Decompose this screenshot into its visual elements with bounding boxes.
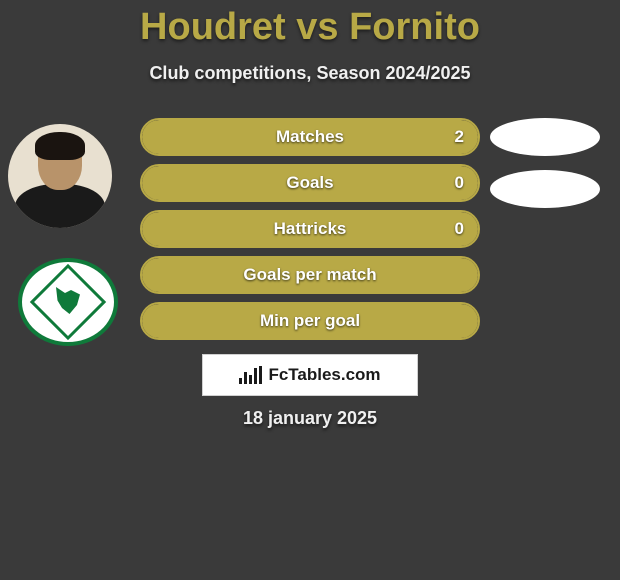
- subtitle: Club competitions, Season 2024/2025: [0, 63, 620, 84]
- stat-value: 2: [455, 127, 464, 147]
- player-right-avatar-placeholder-2: [490, 170, 600, 208]
- avatar-hair: [35, 132, 85, 160]
- brand-box[interactable]: FcTables.com: [202, 354, 418, 396]
- wolf-icon: [53, 287, 83, 317]
- stat-label: Goals per match: [142, 265, 478, 285]
- bar-chart-icon: [239, 366, 262, 384]
- stat-label: Goals: [142, 173, 478, 193]
- stats-bars: Matches 2 Goals 0 Hattricks 0 Goals per …: [140, 118, 480, 348]
- date-text: 18 january 2025: [0, 408, 620, 429]
- stat-row-hattricks: Hattricks 0: [140, 210, 480, 248]
- stat-value: 0: [455, 173, 464, 193]
- stat-row-goals: Goals 0: [140, 164, 480, 202]
- club-badge-inner: [30, 264, 106, 340]
- stat-label: Min per goal: [142, 311, 478, 331]
- stat-value: 0: [455, 219, 464, 239]
- brand-text: FcTables.com: [268, 365, 380, 385]
- stat-row-gpm: Goals per match: [140, 256, 480, 294]
- player-right-avatar-placeholder-1: [490, 118, 600, 156]
- stat-label: Hattricks: [142, 219, 478, 239]
- club-badge-left: [18, 258, 118, 346]
- stat-row-mpg: Min per goal: [140, 302, 480, 340]
- stat-label: Matches: [142, 127, 478, 147]
- avatar-body: [15, 184, 105, 228]
- stat-row-matches: Matches 2: [140, 118, 480, 156]
- page-title: Houdret vs Fornito: [0, 0, 620, 49]
- player-left-avatar: [8, 124, 112, 228]
